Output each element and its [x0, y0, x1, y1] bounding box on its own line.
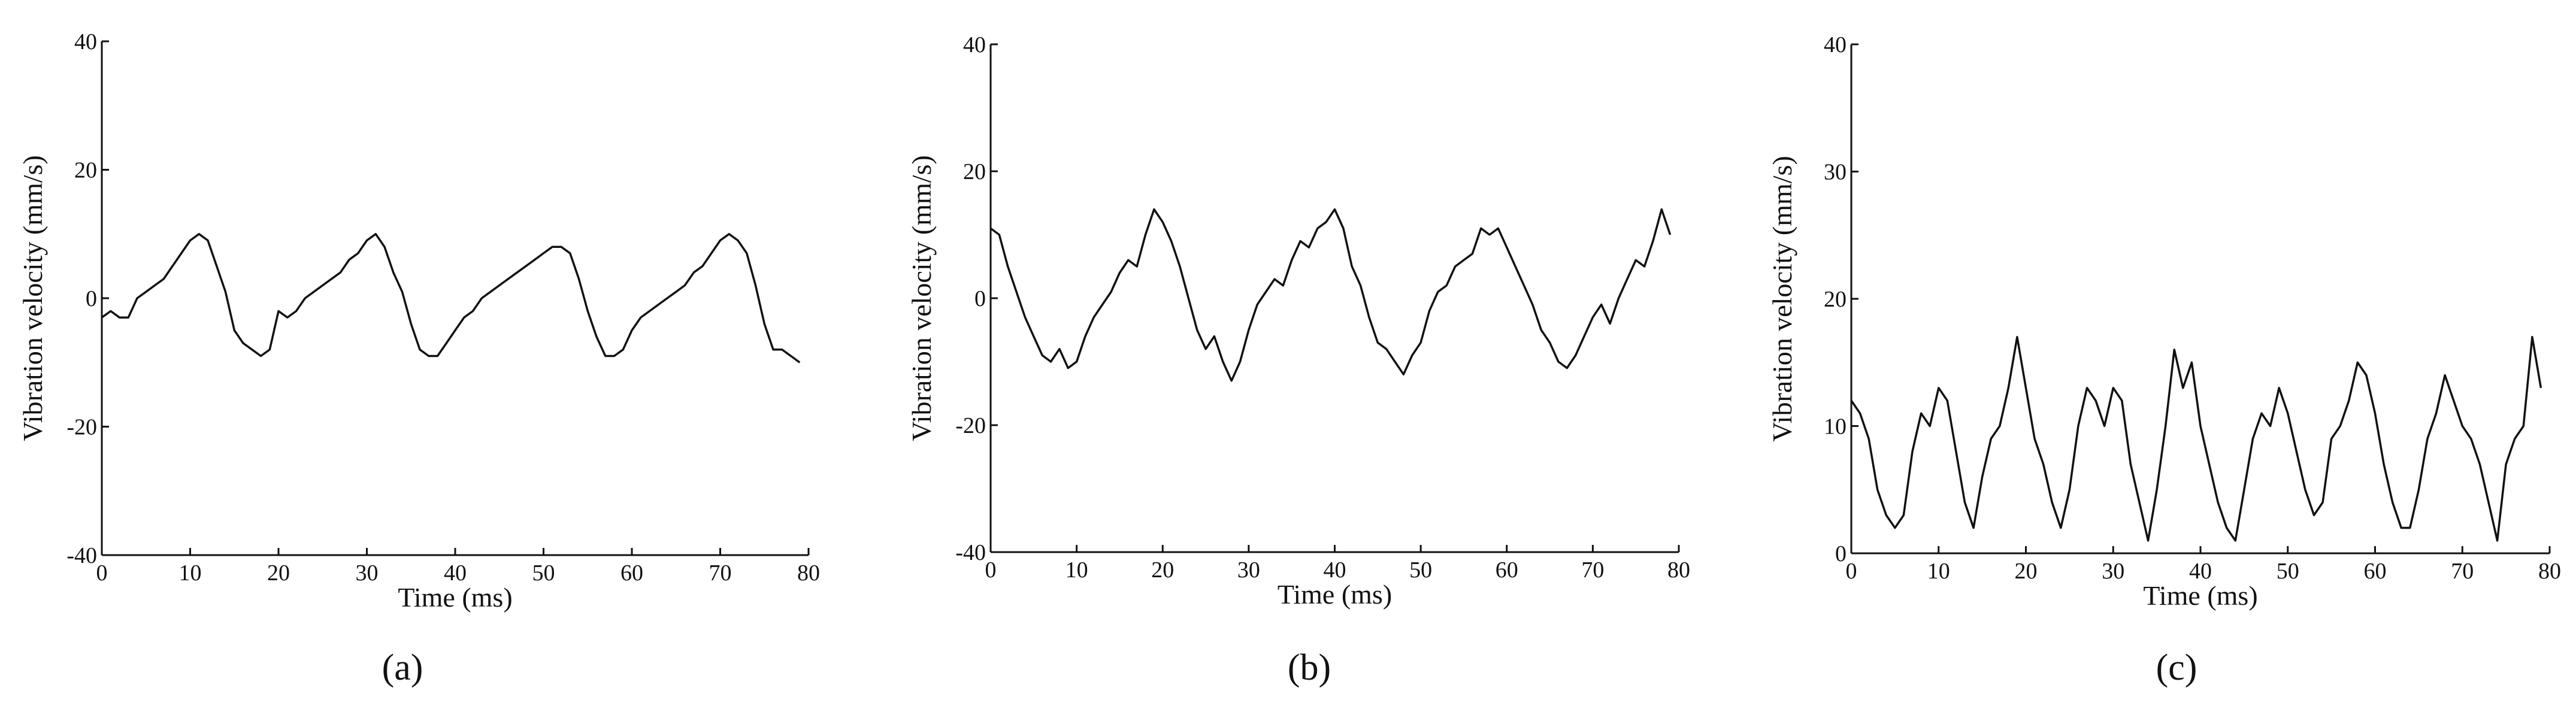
y-tick-label: 20: [74, 158, 97, 183]
y-tick-label: -20: [66, 415, 97, 440]
x-tick-label: 30: [2102, 559, 2124, 584]
x-tick-label: 10: [1927, 559, 1950, 584]
panel: -40 -20 0 20 40 0 10 20 30 40 50 60 70 80 Time (ms) Vib…: [906, 32, 1690, 688]
x-tick-label: 0: [96, 560, 108, 586]
y-tick-label: -40: [955, 540, 986, 565]
x-tick-label: 20: [2015, 559, 2038, 584]
y-tick-label: 40: [74, 29, 97, 54]
x-tick-label: 70: [709, 560, 732, 586]
data-line: [1850, 336, 2542, 542]
caption: (b): [1288, 647, 1331, 688]
y-tick-label: 10: [1824, 414, 1847, 440]
x-tick-label: 60: [620, 560, 643, 586]
x-tick-label: 30: [1237, 557, 1260, 583]
x-tick-label: 80: [1667, 557, 1690, 583]
y-tick-label: 40: [1824, 32, 1847, 57]
data-line: [101, 233, 801, 363]
x-tick-label: 80: [2538, 559, 2561, 584]
caption: (c): [2156, 647, 2197, 688]
x-tick-label: 50: [532, 560, 555, 586]
x-axis-title: Time (ms): [2143, 580, 2257, 611]
x-tick-label: 70: [2451, 559, 2474, 584]
y-tick-label: 20: [1824, 287, 1847, 312]
panel: 0 10 20 30 40 0 10 20 30 40 50 60 70 80 Time (ms) Vibra…: [1767, 32, 2561, 688]
x-tick-label: 50: [1409, 557, 1432, 583]
x-tick-label: 0: [985, 557, 997, 583]
y-tick-label: 0: [974, 286, 986, 311]
x-tick-label: 60: [2364, 559, 2387, 584]
x-tick-label: 30: [356, 560, 379, 586]
y-tick-label: 0: [86, 286, 97, 311]
panel: -40 -20 0 20 40 0 10 20 30 40 50 60 70 80 Time (ms) Vib…: [17, 29, 820, 688]
y-axis-title: Vibration velocity (mm/s): [17, 155, 48, 441]
x-tick-label: 40: [2189, 559, 2212, 584]
x-tick-label: 10: [179, 560, 202, 586]
x-tick-label: 80: [797, 560, 820, 586]
x-tick-label: 20: [1151, 557, 1174, 583]
y-axis-title: Vibration velocity (mm/s): [906, 155, 937, 441]
caption: (a): [382, 647, 423, 688]
y-tick-label: 30: [1824, 160, 1847, 185]
data-line: [989, 208, 1672, 382]
y-tick-label: -20: [955, 413, 986, 438]
x-tick-label: 40: [444, 560, 467, 586]
x-axis-title: Time (ms): [398, 582, 512, 613]
y-axis-title: Vibration velocity (mm/s): [1767, 156, 1797, 442]
y-tick-label: 40: [963, 32, 986, 57]
x-tick-label: 0: [1846, 559, 1857, 584]
x-tick-label: 50: [2277, 559, 2299, 584]
x-tick-label: 70: [1581, 557, 1604, 583]
x-tick-label: 40: [1324, 557, 1346, 583]
x-tick-label: 60: [1496, 557, 1518, 583]
x-tick-label: 20: [267, 560, 290, 586]
y-tick-label: -40: [66, 543, 97, 568]
x-axis-title: Time (ms): [1278, 579, 1392, 610]
y-tick-label: 20: [963, 159, 986, 184]
x-tick-label: 10: [1065, 557, 1088, 583]
y-tick-label: 0: [1835, 541, 1847, 566]
